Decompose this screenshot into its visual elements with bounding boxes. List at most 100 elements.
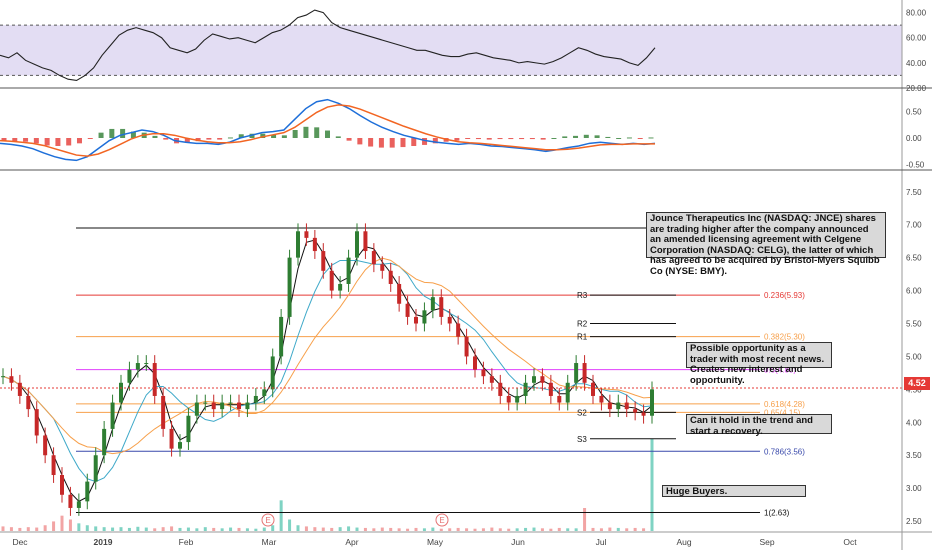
moving-average-line (2, 257, 653, 455)
volume-bar (119, 527, 123, 531)
volume-bar (557, 527, 561, 531)
macd-histogram-bar (238, 134, 244, 138)
candle-body (397, 283, 402, 304)
macd-histogram-bar (292, 130, 298, 138)
volume-bar (237, 527, 241, 531)
macd-histogram-bar (400, 138, 406, 148)
candle-body (540, 376, 545, 383)
macd-histogram-bar (12, 138, 18, 142)
rsi-tick-label: 40.00 (906, 59, 927, 68)
volume-bar (94, 526, 98, 531)
volume-bar (1, 526, 5, 531)
candle-body (548, 382, 553, 396)
candle-body (43, 435, 48, 456)
rsi-tick-label: 80.00 (906, 9, 927, 18)
volume-bar (9, 527, 13, 531)
time-axis-label: Jun (511, 537, 525, 547)
volume-bar (616, 527, 620, 531)
volume-bar (313, 527, 317, 531)
volume-bar (52, 521, 56, 531)
volume-bar (262, 527, 266, 531)
candle-body (135, 363, 140, 370)
candle-body (650, 389, 654, 416)
macd-histogram-bar (130, 131, 136, 138)
candle-body (85, 481, 90, 502)
pivot-label: S2 (577, 408, 587, 417)
volume-bar (456, 527, 460, 531)
macd-histogram-bar (411, 138, 417, 146)
candle-body (211, 402, 216, 410)
candle-body (34, 409, 39, 436)
time-axis-label: Oct (843, 537, 857, 547)
candle-body (17, 382, 22, 396)
volume-bar (389, 527, 393, 531)
volume-bar (397, 528, 401, 531)
candle-body (607, 402, 612, 410)
candle-body (93, 455, 98, 482)
price-tick-label: 4.00 (906, 418, 922, 427)
volume-bar (102, 527, 106, 531)
volume-bar (153, 528, 157, 531)
macd-histogram-bar (497, 138, 503, 140)
macd-histogram-bar (163, 138, 169, 140)
macd-histogram-bar (335, 136, 341, 138)
candle-body (338, 283, 343, 291)
volume-bar (245, 528, 249, 531)
volume-bar (85, 525, 89, 531)
earnings-marker (435, 513, 449, 527)
candle-body (355, 231, 359, 258)
volume-bar (279, 500, 283, 531)
time-axis-label: Feb (179, 537, 194, 547)
candle-body (203, 402, 208, 404)
volume-bar (524, 527, 528, 531)
price-tick-label: 5.00 (906, 352, 922, 361)
earnings-marker-label: E (439, 516, 444, 525)
candle-body (565, 382, 570, 403)
rsi-band (0, 25, 902, 76)
last-price-tag: 4.52 (904, 377, 930, 390)
price-tick-label: 7.50 (906, 188, 922, 197)
volume-bar (127, 527, 131, 531)
candle-body (405, 303, 410, 317)
pivot-label: R2 (577, 320, 588, 329)
rsi-tick-label: 60.00 (906, 34, 927, 43)
volume-bar (347, 526, 351, 531)
price-tick-label: 2.50 (906, 517, 922, 526)
macd-histogram-bar (573, 135, 579, 138)
candle-body (430, 297, 435, 311)
opportunity-annotation: Possible opportunity as a trader with mo… (686, 342, 832, 385)
macd-histogram-bar (475, 138, 481, 140)
volume-bar (439, 528, 443, 531)
volume-bar (77, 523, 81, 531)
macd-histogram-bar (529, 138, 535, 140)
candle-body (422, 310, 427, 324)
macd-histogram-bar (519, 138, 525, 140)
macd-histogram-bar (562, 136, 568, 138)
candle-body (304, 231, 309, 238)
candle-body (51, 455, 56, 476)
fib-label: 0.236(5.93) (764, 291, 805, 300)
volume-bar (591, 527, 595, 531)
candle-body (152, 363, 157, 396)
volume-bar (599, 528, 603, 531)
volume-bar (650, 439, 654, 531)
volume-bar (26, 527, 30, 531)
candle-body (506, 395, 511, 403)
volume-bar (515, 528, 519, 531)
macd-histogram-bar (454, 138, 460, 141)
macd-histogram-bar (540, 138, 546, 140)
candle-body (245, 402, 250, 410)
fib-label: 0.5(4.80) (764, 366, 796, 375)
volume-bar (144, 527, 148, 531)
candle-body (523, 382, 528, 396)
fib-label: 0.786(3.56) (764, 447, 805, 456)
candle-body (616, 402, 621, 410)
fib-label: 1(2.63) (764, 509, 790, 518)
macd-histogram-bar (217, 138, 223, 140)
candle-body (262, 389, 267, 396)
candle-body (186, 415, 191, 443)
volume-bar (583, 508, 587, 531)
